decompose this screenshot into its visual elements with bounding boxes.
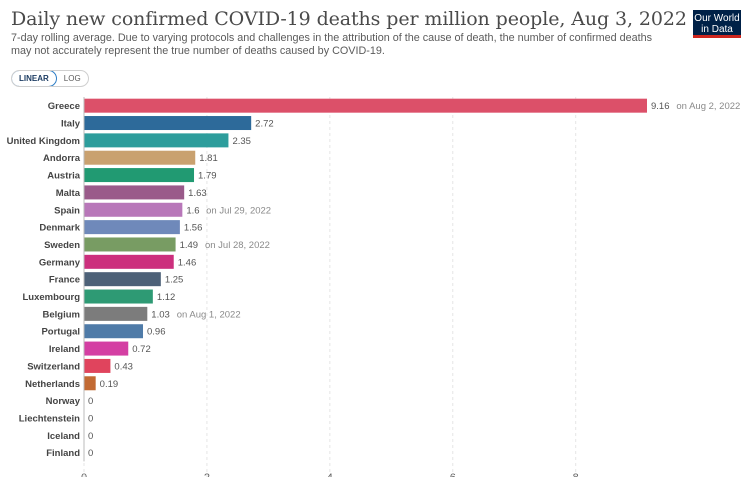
category-label: Ireland (49, 344, 80, 355)
bar (84, 254, 174, 269)
chart-subtitle: 7-day rolling average. Due to varying pr… (11, 32, 653, 57)
scale-toggle[interactable]: LINEAR LOG (11, 70, 89, 87)
category-label: Italy (61, 119, 81, 130)
category-label: Sweden (44, 240, 80, 251)
bar (84, 150, 196, 165)
value-label: 2.72 (255, 119, 274, 130)
category-label: Iceland (47, 431, 80, 442)
bar (84, 202, 183, 217)
logo-line-1: Our World (694, 13, 740, 24)
bar (84, 324, 144, 339)
logo-accent-bar (693, 35, 741, 38)
category-label: Netherlands (25, 379, 80, 390)
x-tick-label: 8 (573, 472, 579, 477)
logo-line-2: in Data (701, 24, 733, 35)
value-label: 2.35 (232, 136, 251, 147)
bar (84, 358, 111, 373)
value-label: 1.03 (151, 309, 170, 320)
value-label: 1.63 (188, 188, 207, 199)
date-note: on Aug 1, 2022 (177, 309, 241, 320)
bar (84, 133, 229, 148)
category-label: Denmark (39, 223, 80, 234)
value-label: 1.46 (178, 257, 197, 268)
category-label: Greece (48, 101, 80, 112)
bar (84, 289, 153, 304)
date-note: on Jul 28, 2022 (205, 240, 270, 251)
x-tick-label: 0 (81, 472, 87, 477)
value-label: 1.25 (165, 275, 184, 286)
category-label: France (49, 275, 80, 286)
bar (84, 98, 647, 113)
date-note: on Jul 29, 2022 (206, 205, 271, 216)
category-label: Luxembourg (22, 292, 80, 303)
value-label: 0.43 (114, 361, 133, 372)
bar (84, 185, 185, 200)
value-label: 0.19 (100, 379, 119, 390)
chart-title: Daily new confirmed COVID-19 deaths per … (11, 8, 687, 30)
value-label: 1.12 (157, 292, 176, 303)
category-label: Switzerland (27, 361, 80, 372)
x-tick-label: 4 (327, 472, 333, 477)
value-label: 1.6 (186, 205, 199, 216)
category-label: Andorra (43, 153, 81, 164)
category-label: Portugal (41, 327, 80, 338)
category-label: Malta (56, 188, 81, 199)
value-label: 0.72 (132, 344, 151, 355)
value-label: 0 (88, 413, 93, 424)
category-label: Austria (47, 171, 80, 182)
linear-scale-button[interactable]: LINEAR (11, 71, 57, 86)
value-label: 1.56 (184, 223, 203, 234)
date-note: on Aug 2, 2022 (676, 101, 740, 112)
category-label: Norway (46, 396, 81, 407)
owid-logo[interactable]: Our World in Data (693, 10, 741, 38)
bar (84, 168, 195, 183)
bar (84, 220, 180, 235)
value-label: 0 (88, 448, 93, 459)
bar (84, 116, 252, 131)
bar (84, 341, 129, 356)
category-label: Finland (46, 448, 80, 459)
category-label: Germany (39, 257, 81, 268)
log-scale-button[interactable]: LOG (63, 74, 81, 83)
bar (84, 237, 176, 252)
bar (84, 306, 148, 321)
value-label: 0 (88, 431, 93, 442)
x-tick-label: 2 (204, 472, 210, 477)
bar (84, 272, 161, 287)
category-label: United Kingdom (7, 136, 80, 147)
value-label: 0 (88, 396, 93, 407)
value-label: 1.81 (199, 153, 218, 164)
value-label: 0.96 (147, 327, 166, 338)
value-label: 1.49 (180, 240, 199, 251)
x-tick-label: 6 (450, 472, 456, 477)
value-label: 1.79 (198, 171, 217, 182)
category-label: Liechtenstein (19, 413, 80, 424)
value-label: 9.16 (651, 101, 670, 112)
category-label: Belgium (43, 309, 80, 320)
category-label: Spain (54, 205, 80, 216)
bar (84, 376, 96, 391)
